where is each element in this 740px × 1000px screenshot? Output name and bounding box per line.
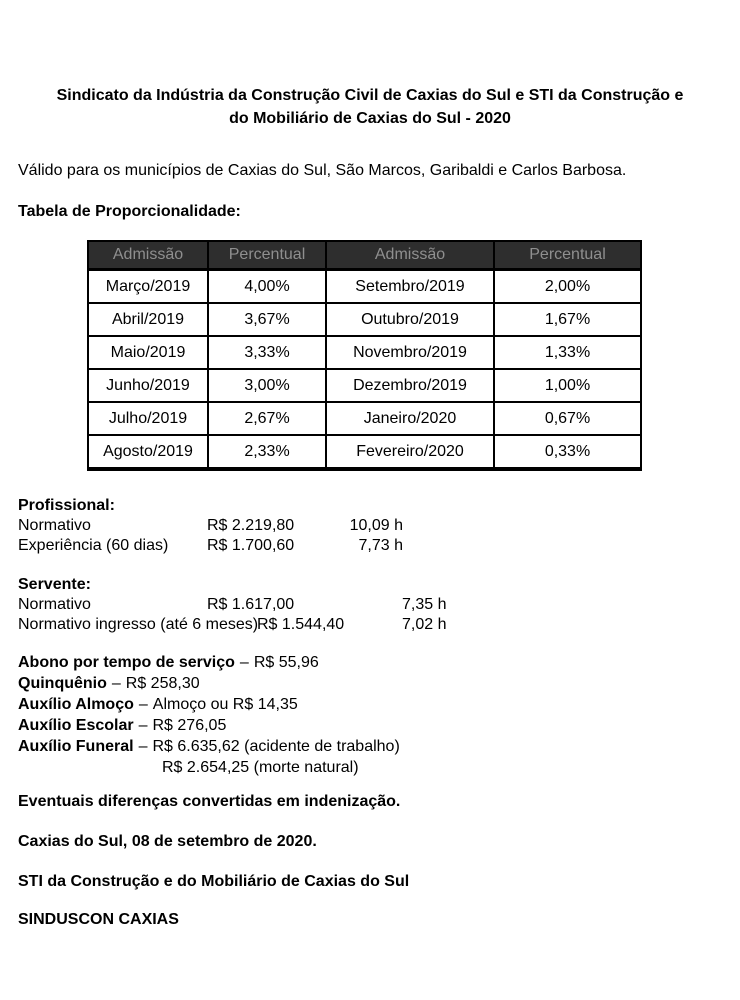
wage-value: R$ 2.219,80 [207,517,295,534]
table-cell: 1,00% [493,368,642,403]
benefit-line-quinquenio: Quinquênio – R$ 258,30 [18,673,722,694]
profissional-section: Profissional: Normativo R$ 2.219,80 10,0… [18,496,722,556]
document-title: Sindicato da Indústria da Construção Civ… [18,84,722,130]
table-cell: Março/2019 [87,268,209,304]
footer-note: Eventuais diferenças convertidas em inde… [18,793,401,810]
table-cell: Fevereiro/2020 [325,434,495,470]
profissional-heading: Profissional: [18,497,115,514]
benefit-label: Quinquênio [18,675,107,692]
table-row: Maio/2019 3,33% Novembro/2019 1,33% [87,335,642,370]
wage-row: Normativo R$ 2.219,80 10,09 h [18,516,722,536]
dash-separator: – [239,654,249,671]
document-title-line1: Sindicato da Indústria da Construção Civ… [56,87,684,104]
table-header-percentual-1: Percentual [207,240,327,271]
wage-row: Experiência (60 dias) R$ 1.700,60 7,73 h [18,536,722,556]
table-cell: Junho/2019 [87,368,209,403]
dash-separator: – [138,738,148,755]
table-row: Março/2019 4,00% Setembro/2019 2,00% [87,268,642,304]
wage-label: Normativo [18,517,91,534]
sinduscon-signature: SINDUSCON CAXIAS [18,911,179,928]
table-cell: 2,33% [207,434,327,470]
table-cell: Maio/2019 [87,335,209,370]
benefit-label: Abono por tempo de serviço [18,654,235,671]
table-cell: Outubro/2019 [325,302,495,337]
benefit-label: Auxílio Funeral [18,738,134,755]
benefit-value: Almoço ou R$ 14,35 [152,696,298,713]
wage-hours: 7,35 h [402,596,447,613]
wage-label: Normativo [18,596,91,613]
benefit-line-funeral: Auxílio Funeral – R$ 6.635,62 (acidente de… [18,736,722,757]
benefit-value: R$ 6.635,62 (acidente de trabalho) [152,738,400,755]
benefit-value: R$ 55,96 [253,654,319,671]
table-cell: Julho/2019 [87,401,209,436]
benefit-line-almoco: Auxílio Almoço – Almoço ou R$ 14,35 [18,694,722,715]
benefits-list: Abono por tempo de serviço – R$ 55,96 Quin… [18,652,722,778]
dash-separator: – [138,696,148,713]
wage-row: Normativo R$ 1.617,00 7,35 h [18,595,722,615]
sti-signature: STI da Construção e do Mobiliário de Cax… [18,873,410,890]
benefit-value: R$ 276,05 [152,717,227,734]
table-row: Abril/2019 3,67% Outubro/2019 1,67% [87,302,642,337]
benefit-label: Auxílio Escolar [18,717,134,734]
table-header-row: Admissão Percentual Admissão Percentual [87,240,642,271]
wage-hours: 7,02 h [402,616,447,633]
table-cell: 0,33% [493,434,642,470]
wage-label: Experiência (60 dias) [18,537,169,554]
date-line: Caxias do Sul, 08 de setembro de 2020. [18,833,317,850]
benefit-line-funeral-continuation: R$ 2.654,25 (morte natural) [162,759,359,776]
wage-label: Normativo ingresso (até 6 meses) [18,616,259,633]
benefit-line-escolar: Auxílio Escolar – R$ 276,05 [18,715,722,736]
table-cell: 1,33% [493,335,642,370]
table-header-admissao-1: Admissão [87,240,209,271]
table-row: Agosto/2019 2,33% Fevereiro/2020 0,33% [87,434,642,470]
table-row: Julho/2019 2,67% Janeiro/2020 0,67% [87,401,642,436]
table-cell: 3,33% [207,335,327,370]
servente-heading: Servente: [18,576,91,593]
table-cell: 4,00% [207,268,327,304]
wage-value: R$ 1.617,00 [207,596,295,613]
wage-value: R$ 1.700,60 [207,537,295,554]
table-cell: Novembro/2019 [325,335,495,370]
table-cell: 0,67% [493,401,642,436]
benefit-label: Auxílio Almoço [18,696,134,713]
table-cell: Janeiro/2020 [325,401,495,436]
table-cell: Abril/2019 [87,302,209,337]
table-cell: 3,00% [207,368,327,403]
validity-note: Válido para os municípios de Caxias do S… [18,162,627,179]
table-cell: 1,67% [493,302,642,337]
table-header-admissao-2: Admissão [325,240,495,271]
table-cell: Setembro/2019 [325,268,495,304]
wage-value: R$ 1.544,40 [257,616,345,633]
table-cell: 2,00% [493,268,642,304]
table-cell: Agosto/2019 [87,434,209,470]
wage-row: Normativo ingresso (até 6 meses) R$ 1.54… [18,615,722,635]
table-heading: Tabela de Proporcionalidade: [18,203,241,220]
dash-separator: – [111,675,121,692]
document-title-line2: do Mobiliário de Caxias do Sul - 2020 [229,110,511,127]
table-header-percentual-2: Percentual [493,240,642,271]
table-row: Junho/2019 3,00% Dezembro/2019 1,00% [87,368,642,403]
table-cell: Dezembro/2019 [325,368,495,403]
benefit-value: R$ 258,30 [125,675,200,692]
benefit-line-abono: Abono por tempo de serviço – R$ 55,96 [18,652,722,673]
proportionality-table: Admissão Percentual Admissão Percentual … [87,240,642,471]
wage-hours: 10,09 h [349,517,403,534]
wage-hours: 7,73 h [358,537,403,554]
dash-separator: – [138,717,148,734]
table-cell: 2,67% [207,401,327,436]
servente-section: Servente: Normativo R$ 1.617,00 7,35 h N… [18,575,722,635]
table-cell: 3,67% [207,302,327,337]
